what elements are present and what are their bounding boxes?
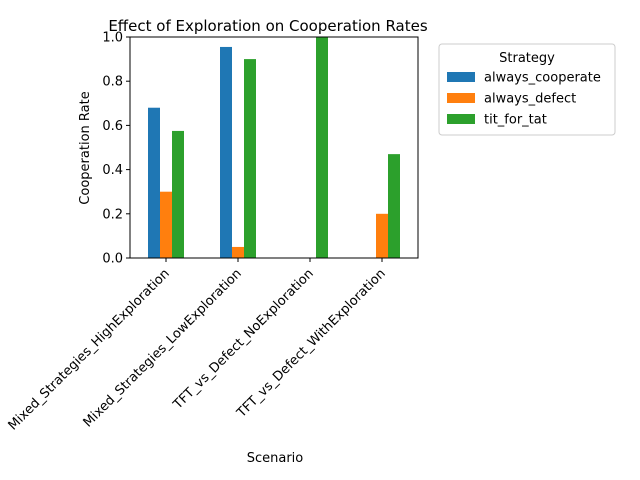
x-tick-label: Mixed_Strategies_HighExploration bbox=[6, 266, 173, 433]
legend-label-always_defect: always_defect bbox=[484, 92, 576, 107]
plot-area: 0.0 0.2 0.4 0.6 0.8 1.0 Mixed_Strategies_HighE… bbox=[6, 31, 419, 434]
y-tick-label: 0.6 bbox=[102, 119, 123, 134]
y-tick-label: 1.0 bbox=[102, 31, 123, 46]
legend-label-tit_for_tat: tit_for_tat bbox=[484, 113, 547, 128]
x-tick-label: Mixed_Strategies_LowExploration bbox=[81, 266, 245, 430]
legend-swatch-always_defect bbox=[447, 93, 475, 103]
bar-tit_for_tat-1 bbox=[244, 59, 256, 258]
y-tick-label: 0.4 bbox=[102, 163, 123, 178]
bar-tit_for_tat-0 bbox=[172, 130, 184, 258]
y-tick-label: 0.0 bbox=[102, 252, 123, 267]
bar-always_defect-3 bbox=[376, 213, 388, 258]
legend-label-always_cooperate: always_cooperate bbox=[484, 71, 601, 86]
y-tick-label: 0.8 bbox=[102, 75, 123, 90]
legend-title: Strategy bbox=[499, 51, 555, 66]
chart-title: Effect of Exploration on Cooperation Rat… bbox=[108, 17, 428, 35]
axes-frame bbox=[129, 36, 419, 259]
y-tick-label: 0.2 bbox=[102, 207, 123, 222]
bar-always_cooperate-1 bbox=[220, 46, 232, 258]
bar-always_cooperate-0 bbox=[148, 107, 160, 258]
legend: Strategy always_cooperate always_defectti… bbox=[438, 43, 616, 136]
x-tick-label: TFT_vs_Defect_NoExploration bbox=[170, 266, 317, 413]
y-axis-label: Cooperation Rate bbox=[78, 91, 93, 204]
bar-tit_for_tat-3 bbox=[388, 154, 400, 258]
bar-always_defect-0 bbox=[160, 191, 172, 258]
x-axis-label: Scenario bbox=[247, 451, 304, 466]
legend-entries: always_cooperate always_defect tit_for_tat bbox=[447, 71, 601, 128]
legend-swatch-tit_for_tat bbox=[447, 114, 475, 124]
legend-frame bbox=[438, 43, 616, 136]
legend-swatch-always_cooperate bbox=[447, 72, 475, 82]
x-tick-label: TFT_vs_Defect_WithExploration bbox=[234, 266, 389, 421]
bar-always_defect-1 bbox=[232, 246, 244, 258]
bar-tit_for_tat-2 bbox=[316, 37, 328, 258]
